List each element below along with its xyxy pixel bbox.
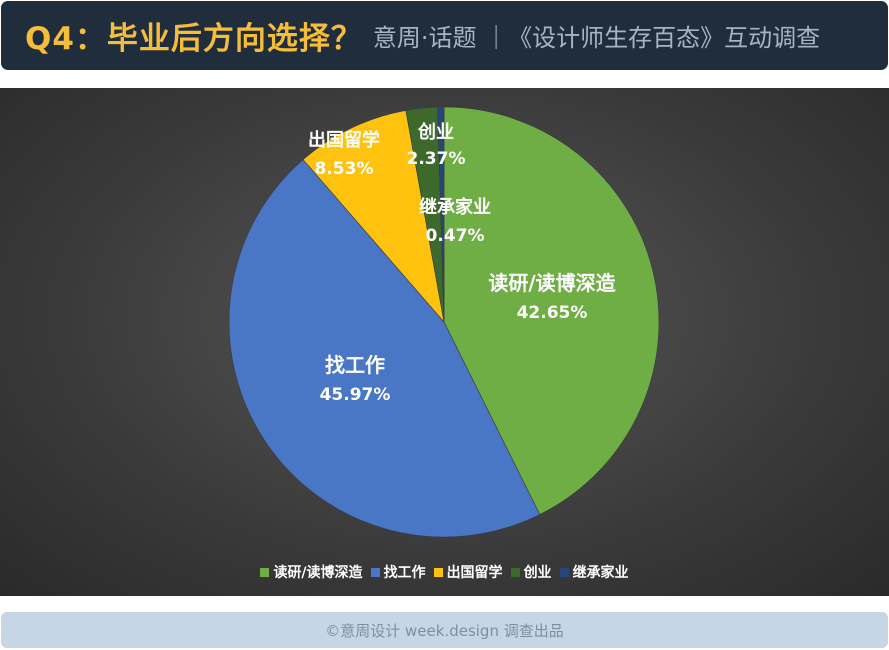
legend-label: 继承家业 bbox=[572, 565, 629, 581]
slice-percent-label: 0.47% bbox=[426, 226, 485, 246]
legend-item: 读研/读博深造 bbox=[260, 562, 363, 582]
slice-label: 读研/读博深造 bbox=[488, 271, 616, 295]
subtitle: 意周·话题 ｜《设计师生存百态》互动调查 bbox=[372, 24, 821, 52]
footer-text: ©意周设计 week.design 调查出品 bbox=[325, 621, 564, 640]
legend-label: 出国留学 bbox=[446, 565, 503, 581]
slice-percent-label: 45.97% bbox=[320, 385, 391, 405]
pie-svg: 读研/读博深造 42.65% 找工作 45.97% 出国留学 8.53% 创业 2.37% 继承… bbox=[228, 106, 660, 538]
slice-label: 出国留学 bbox=[308, 129, 380, 151]
slice-percent-label: 2.37% bbox=[407, 149, 466, 169]
legend-label: 找工作 bbox=[383, 565, 426, 581]
title-bar: Q4：毕业后方向选择？ 意周·话题 ｜《设计师生存百态》互动调查 bbox=[1, 1, 888, 70]
slice-label: 继承家业 bbox=[419, 196, 491, 218]
pie-slice bbox=[302, 110, 445, 324]
legend-swatch bbox=[260, 567, 270, 577]
slice-label: 创业 bbox=[417, 121, 454, 143]
legend-swatch bbox=[370, 567, 380, 577]
pie-slice bbox=[228, 159, 541, 538]
legend-swatch bbox=[510, 567, 520, 577]
pie-chart: 读研/读博深造 42.65% 找工作 45.97% 出国留学 8.53% 创业 2.37% 继承… bbox=[0, 88, 889, 596]
legend-item: 继承家业 bbox=[559, 562, 629, 582]
slice-percent-label: 8.53% bbox=[315, 159, 374, 179]
legend-item: 创业 bbox=[510, 562, 552, 582]
question-title: Q4：毕业后方向选择？ bbox=[25, 21, 363, 57]
legend-item: 出国留学 bbox=[433, 562, 503, 582]
footer: ©意周设计 week.design 调查出品 bbox=[1, 612, 888, 648]
legend-swatch bbox=[559, 567, 569, 577]
slice-label: 找工作 bbox=[325, 353, 385, 377]
legend-swatch bbox=[433, 567, 443, 577]
legend-label: 创业 bbox=[523, 565, 552, 581]
legend-item: 找工作 bbox=[370, 562, 426, 582]
pie-slice bbox=[437, 106, 445, 323]
legend: 读研/读博深造 找工作 出国留学 创业 继承家业 bbox=[0, 562, 889, 582]
pie-slice bbox=[443, 106, 660, 515]
slice-percent-label: 42.65% bbox=[517, 303, 588, 323]
legend-label: 读研/读博深造 bbox=[273, 565, 363, 581]
